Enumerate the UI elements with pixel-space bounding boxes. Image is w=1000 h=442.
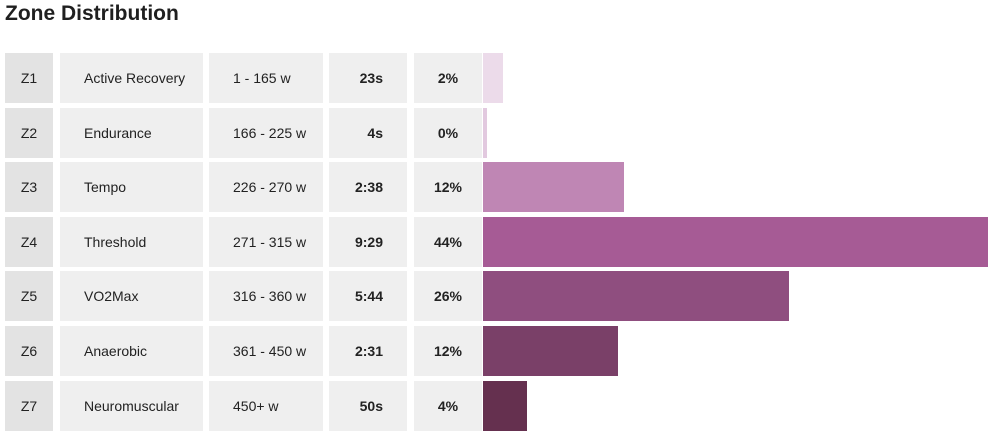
zone-percent: 0% (414, 107, 482, 158)
zone-name: Tempo (60, 162, 203, 213)
zone-power-range: 361 - 450 w (209, 325, 323, 376)
zone-bar (483, 380, 528, 431)
zone-percent: 4% (414, 380, 482, 431)
zone-power-range: 450+ w (209, 380, 323, 431)
zone-bar-track (483, 380, 988, 431)
zone-code: Z3 (5, 162, 53, 213)
zone-code: Z4 (5, 216, 53, 267)
zone-name: Anaerobic (60, 325, 203, 376)
zone-power-range: 316 - 360 w (209, 271, 323, 322)
zone-name: Neuromuscular (60, 380, 203, 431)
zone-power-range: 166 - 225 w (209, 107, 323, 158)
zone-percent: 26% (414, 271, 482, 322)
zone-power-range: 226 - 270 w (209, 162, 323, 213)
zone-time: 50s (329, 380, 407, 431)
zone-bar-track (483, 216, 988, 267)
zone-distribution-table: Z1 Active Recovery 1 - 165 w 23s 2% Z2 Enduran… (5, 53, 995, 435)
zone-bar-track (483, 162, 988, 213)
zone-bar-track (483, 107, 988, 158)
zone-bar (483, 107, 488, 158)
zone-row: Z3 Tempo 226 - 270 w 2:38 12% (5, 162, 995, 213)
zone-bar (483, 53, 504, 103)
zone-power-range: 271 - 315 w (209, 216, 323, 267)
zone-name: Active Recovery (60, 53, 203, 103)
zone-time: 2:38 (329, 162, 407, 213)
zone-bar-track (483, 53, 988, 103)
zone-name: VO2Max (60, 271, 203, 322)
zone-bar (483, 271, 789, 322)
zone-percent: 12% (414, 325, 482, 376)
zone-time: 5:44 (329, 271, 407, 322)
zone-row: Z4 Threshold 271 - 315 w 9:29 44% (5, 216, 995, 267)
zone-percent: 44% (414, 216, 482, 267)
zone-code: Z2 (5, 107, 53, 158)
page-title: Zone Distribution (5, 2, 179, 25)
zone-name: Endurance (60, 107, 203, 158)
zone-power-range: 1 - 165 w (209, 53, 323, 103)
zone-row: Z7 Neuromuscular 450+ w 50s 4% (5, 380, 995, 431)
zone-time: 9:29 (329, 216, 407, 267)
zone-bar (483, 325, 619, 376)
zone-time: 2:31 (329, 325, 407, 376)
zone-row: Z1 Active Recovery 1 - 165 w 23s 2% (5, 53, 995, 103)
zone-row: Z6 Anaerobic 361 - 450 w 2:31 12% (5, 325, 995, 376)
zone-time: 23s (329, 53, 407, 103)
zone-percent: 2% (414, 53, 482, 103)
zone-code: Z1 (5, 53, 53, 103)
zone-code: Z5 (5, 271, 53, 322)
zone-code: Z7 (5, 380, 53, 431)
zone-time: 4s (329, 107, 407, 158)
zone-row: Z2 Endurance 166 - 225 w 4s 0% (5, 107, 995, 158)
zone-name: Threshold (60, 216, 203, 267)
zone-bar-track (483, 271, 988, 322)
zone-row: Z5 VO2Max 316 - 360 w 5:44 26% (5, 271, 995, 322)
zone-code: Z6 (5, 325, 53, 376)
zone-bar (483, 162, 625, 213)
zone-percent: 12% (414, 162, 482, 213)
zone-bar (483, 216, 988, 267)
zone-bar-track (483, 325, 988, 376)
